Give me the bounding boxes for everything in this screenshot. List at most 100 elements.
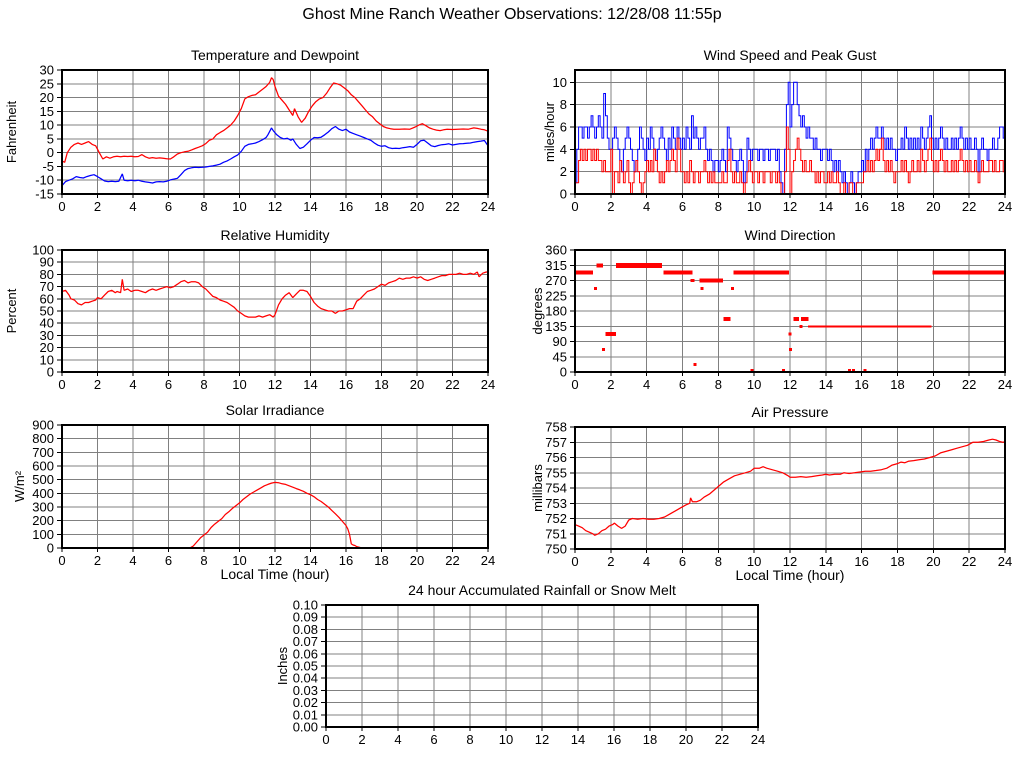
y-tick-label: 0.07	[293, 634, 318, 649]
y-tick-label: 757	[545, 435, 567, 450]
y-tick-label: 90	[40, 255, 54, 270]
y-tick-label: 60	[40, 291, 54, 306]
x-tick-label: 10	[499, 732, 513, 747]
x-tick-label: 20	[410, 377, 424, 392]
x-tick-label: 8	[200, 553, 207, 568]
y-tick-label: 752	[545, 511, 567, 526]
y-tick-label: 500	[32, 472, 54, 487]
x-tick-label: 2	[94, 377, 101, 392]
y-tick-label: 0.03	[293, 683, 318, 698]
y-tick-label: -5	[42, 159, 54, 174]
x-tick-label: 14	[819, 377, 833, 392]
x-tick-label: 10	[232, 199, 246, 214]
y-tick-label: 15	[40, 104, 54, 119]
y-tick-label: 0.01	[293, 707, 318, 722]
x-tick-label: 8	[466, 732, 473, 747]
chart-title: Wind Speed and Peak Gust	[704, 47, 877, 63]
x-tick-label: 10	[232, 553, 246, 568]
x-tick-label: 4	[643, 199, 650, 214]
y-tick-label: 800	[32, 431, 54, 446]
chart-title: Solar Irradiance	[226, 402, 325, 418]
x-tick-label: 24	[998, 554, 1012, 569]
y-tick-label: 758	[545, 420, 567, 435]
x-axis-label: Local Time (hour)	[736, 567, 845, 583]
x-tick-label: 6	[679, 377, 686, 392]
y-tick-label: -10	[35, 173, 54, 188]
y-tick-label: 135	[545, 319, 567, 334]
y-tick-label: 30	[40, 328, 54, 343]
chart-temperature-dewpoint: Temperature and Dewpoint302520151050-5-1…	[4, 47, 495, 214]
x-tick-label: 0	[58, 553, 65, 568]
x-tick-label: 2	[94, 199, 101, 214]
y-tick-label: 100	[32, 527, 54, 542]
x-tick-label: 14	[819, 554, 833, 569]
x-tick-label: 22	[445, 199, 459, 214]
y-tick-label: 25	[40, 76, 54, 91]
y-tick-label: 753	[545, 496, 567, 511]
x-tick-label: 18	[890, 377, 904, 392]
y-axis-label: Percent	[4, 288, 19, 333]
y-tick-label: 5	[47, 131, 54, 146]
x-tick-label: 16	[854, 554, 868, 569]
y-tick-label: -15	[35, 187, 54, 202]
x-tick-label: 6	[165, 553, 172, 568]
axis-frame	[325, 604, 759, 728]
x-tick-label: 0	[571, 199, 578, 214]
x-tick-label: 18	[890, 554, 904, 569]
y-tick-label: 0.05	[293, 659, 318, 674]
y-tick-label: 80	[40, 267, 54, 282]
chart-title: 24 hour Accumulated Rainfall or Snow Mel…	[408, 582, 676, 598]
x-tick-label: 12	[268, 553, 282, 568]
x-tick-label: 2	[94, 553, 101, 568]
x-tick-label: 12	[535, 732, 549, 747]
x-tick-label: 14	[303, 553, 317, 568]
x-tick-label: 14	[819, 199, 833, 214]
x-tick-label: 12	[268, 377, 282, 392]
series-humidity	[61, 271, 488, 318]
x-tick-label: 16	[339, 553, 353, 568]
y-tick-label: 600	[32, 459, 54, 474]
y-tick-label: 10	[40, 352, 54, 367]
x-tick-label: 6	[165, 199, 172, 214]
x-tick-label: 6	[165, 377, 172, 392]
x-tick-label: 0	[58, 377, 65, 392]
x-tick-label: 24	[481, 553, 495, 568]
y-tick-label: 6	[560, 119, 567, 134]
y-tick-label: 20	[40, 90, 54, 105]
x-tick-label: 2	[607, 554, 614, 569]
x-tick-label: 16	[854, 377, 868, 392]
x-tick-label: 12	[783, 199, 797, 214]
x-tick-label: 4	[129, 377, 136, 392]
x-tick-label: 16	[607, 732, 621, 747]
x-tick-label: 16	[339, 377, 353, 392]
x-tick-label: 24	[481, 199, 495, 214]
x-tick-label: 4	[643, 554, 650, 569]
x-tick-label: 20	[926, 199, 940, 214]
x-tick-label: 22	[445, 553, 459, 568]
y-tick-label: 0	[560, 187, 567, 202]
x-tick-label: 20	[410, 553, 424, 568]
x-tick-label: 2	[607, 199, 614, 214]
x-tick-label: 0	[571, 554, 578, 569]
x-tick-label: 16	[854, 199, 868, 214]
y-tick-label: 750	[545, 542, 567, 557]
y-tick-label: 0.02	[293, 695, 318, 710]
x-tick-label: 8	[200, 377, 207, 392]
y-tick-label: 0.06	[293, 646, 318, 661]
chart-title: Air Pressure	[751, 404, 828, 420]
y-axis-label: degrees	[530, 287, 545, 334]
x-tick-label: 20	[926, 377, 940, 392]
y-tick-label: 300	[32, 500, 54, 515]
x-tick-label: 18	[374, 199, 388, 214]
x-tick-label: 4	[394, 732, 401, 747]
y-tick-label: 30	[40, 63, 54, 78]
x-tick-label: 22	[962, 377, 976, 392]
x-tick-label: 24	[998, 377, 1012, 392]
x-tick-label: 8	[715, 199, 722, 214]
x-tick-label: 0	[58, 199, 65, 214]
axis-frame	[574, 249, 1006, 373]
x-tick-label: 4	[643, 377, 650, 392]
